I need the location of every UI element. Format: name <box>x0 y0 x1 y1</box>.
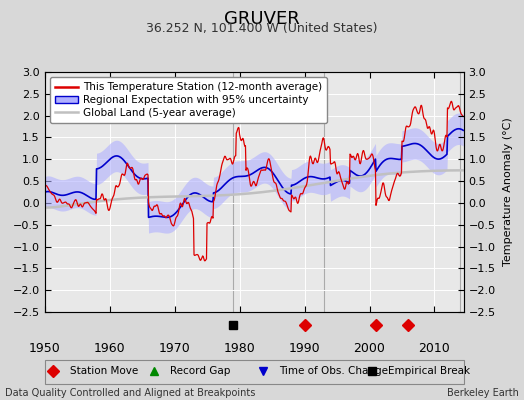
Text: Station Move: Station Move <box>70 366 138 376</box>
Text: Data Quality Controlled and Aligned at Breakpoints: Data Quality Controlled and Aligned at B… <box>5 388 256 398</box>
Text: 36.252 N, 101.400 W (United States): 36.252 N, 101.400 W (United States) <box>146 22 378 35</box>
Bar <box>45 360 464 384</box>
Text: 1970: 1970 <box>159 342 190 355</box>
Text: 1980: 1980 <box>224 342 255 355</box>
Text: Record Gap: Record Gap <box>170 366 231 376</box>
Text: 1950: 1950 <box>29 342 60 355</box>
Text: 2000: 2000 <box>354 342 386 355</box>
Text: Empirical Break: Empirical Break <box>388 366 471 376</box>
Text: Berkeley Earth: Berkeley Earth <box>447 388 519 398</box>
Legend: This Temperature Station (12-month average), Regional Expectation with 95% uncer: This Temperature Station (12-month avera… <box>50 77 328 123</box>
Text: Time of Obs. Change: Time of Obs. Change <box>279 366 388 376</box>
Text: GRUVER: GRUVER <box>224 10 300 28</box>
Text: 1960: 1960 <box>94 342 125 355</box>
Y-axis label: Temperature Anomaly (°C): Temperature Anomaly (°C) <box>503 118 512 266</box>
Text: 2010: 2010 <box>419 342 450 355</box>
Text: 1990: 1990 <box>289 342 320 355</box>
